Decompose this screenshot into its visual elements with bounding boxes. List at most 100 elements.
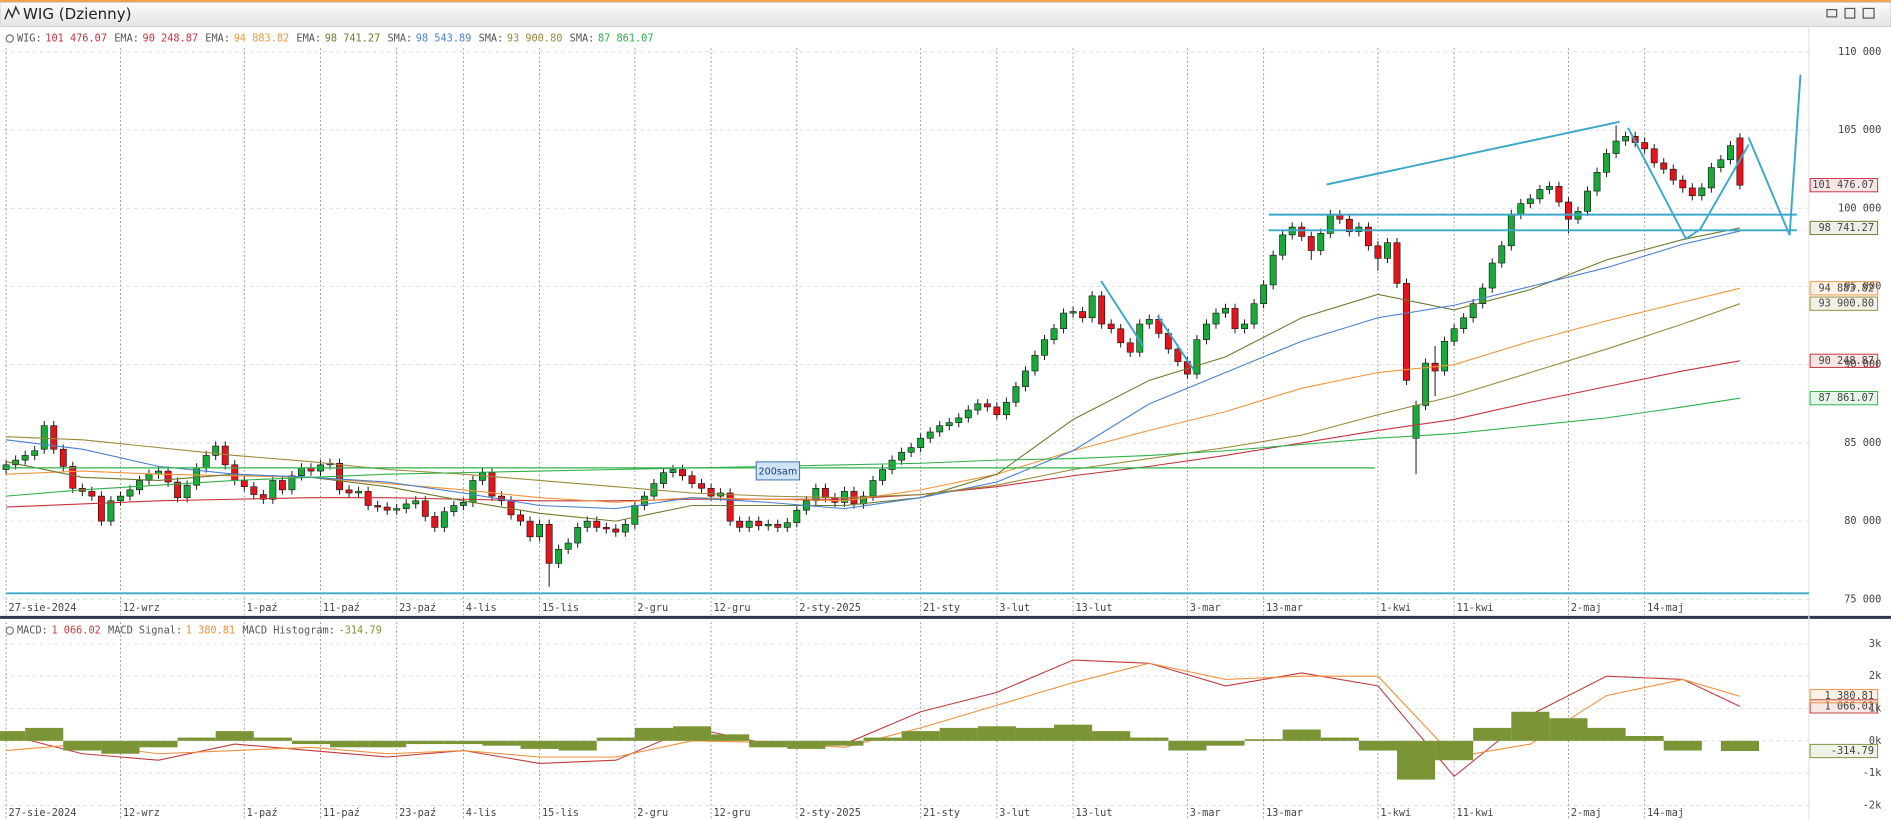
histogram-bar bbox=[1130, 737, 1169, 741]
legend-name: EMA: bbox=[114, 33, 139, 45]
candle-body bbox=[250, 486, 258, 495]
candle-body bbox=[1069, 311, 1077, 314]
x-tick-label: 27-sie-2024 bbox=[9, 602, 77, 614]
candle-body bbox=[1250, 303, 1258, 325]
candle-body bbox=[1174, 348, 1182, 362]
histogram-bar bbox=[558, 740, 597, 751]
legend-name: MACD Histogram: bbox=[242, 625, 335, 637]
candle-body bbox=[221, 445, 229, 466]
candle-body bbox=[440, 511, 448, 528]
line-series bbox=[6, 360, 1741, 508]
x-tick-label: 21-sty bbox=[923, 602, 960, 614]
candle-body bbox=[745, 520, 753, 528]
candle-body bbox=[1345, 218, 1353, 233]
x-tick-label: 1-kwi bbox=[1380, 807, 1411, 819]
chart-title: WIG (Dzienny) bbox=[23, 5, 132, 23]
value-box-frame bbox=[1809, 391, 1879, 406]
candle-body bbox=[231, 464, 239, 481]
y-tick-label: 85 000 bbox=[1844, 437, 1881, 449]
line-series bbox=[5, 659, 1741, 778]
candle-body bbox=[774, 523, 782, 528]
candle-body bbox=[764, 523, 772, 527]
candle-body bbox=[412, 500, 420, 505]
candle-body bbox=[602, 527, 610, 530]
trend-line bbox=[1326, 120, 1620, 186]
candle-body bbox=[174, 481, 182, 498]
candle-body bbox=[374, 505, 382, 508]
value-box-label: 87 861.07 bbox=[1818, 392, 1874, 404]
candle-body bbox=[1222, 308, 1229, 314]
y-tick-label: 110 000 bbox=[1838, 46, 1881, 58]
y-tick-label: 105 000 bbox=[1838, 124, 1881, 136]
y-tick-label: 75 000 bbox=[1844, 593, 1881, 605]
y-tick-label: 95 000 bbox=[1844, 280, 1881, 292]
x-tick-label: 21-sty bbox=[923, 807, 960, 819]
histogram-bar bbox=[215, 731, 254, 741]
candle-body bbox=[1088, 295, 1096, 319]
candle-body bbox=[1545, 186, 1553, 190]
candle-body bbox=[383, 506, 391, 511]
title-bar bbox=[0, 2, 1891, 27]
window-buttons[interactable] bbox=[1826, 7, 1875, 19]
value-box-frame bbox=[1809, 296, 1879, 311]
legend-value: 94 883.82 bbox=[234, 33, 290, 45]
x-tick-label: 3-lut bbox=[999, 602, 1030, 614]
series bbox=[0, 711, 1759, 780]
trend-line bbox=[1156, 315, 1195, 371]
restore-button[interactable] bbox=[1844, 7, 1856, 19]
legend-name: MACD: bbox=[17, 625, 48, 637]
maximize-button[interactable] bbox=[1862, 7, 1875, 19]
candle-body bbox=[888, 459, 896, 470]
candle-body bbox=[736, 520, 744, 528]
histogram-bar bbox=[825, 740, 864, 746]
value-box-label: 98 741.27 bbox=[1818, 222, 1874, 234]
candle-body bbox=[488, 472, 496, 497]
candle-body bbox=[1384, 242, 1391, 259]
x-tick-label: 1-paź bbox=[247, 807, 278, 819]
settings-icons bbox=[5, 34, 14, 635]
legend-name: SMA: bbox=[479, 33, 504, 45]
candle-body bbox=[1479, 287, 1487, 304]
candle-body bbox=[1279, 234, 1287, 256]
candle-body bbox=[1612, 140, 1620, 154]
value-box: 98 741.27 bbox=[1809, 220, 1879, 236]
candle-body bbox=[517, 514, 524, 522]
candle-body bbox=[1526, 198, 1534, 204]
histogram-bar bbox=[1663, 740, 1702, 751]
histogram-bar bbox=[520, 740, 559, 749]
histogram-bar bbox=[1587, 727, 1626, 741]
candle-body bbox=[1060, 312, 1067, 330]
series bbox=[2, 125, 1744, 587]
x-tick-label: 2-gru bbox=[637, 807, 668, 819]
candle-body bbox=[945, 422, 953, 427]
x-tick-label: 27-sie-2024 bbox=[9, 807, 77, 819]
series bbox=[6, 397, 1741, 497]
candle-body bbox=[964, 409, 972, 419]
y-tick-label: 0k bbox=[1869, 735, 1882, 747]
histogram-bar bbox=[368, 740, 407, 748]
x-tick-label: 14-maj bbox=[1647, 602, 1684, 614]
candle-body bbox=[1002, 401, 1010, 416]
y-tick-label: 1k bbox=[1869, 703, 1882, 715]
value-box-frame bbox=[1809, 689, 1879, 704]
panel: -2k -1k 0k 1k 2k 3k 27-sie-2024 12-wrz 1-paź 11-p… bbox=[3, 622, 1882, 820]
candle-body bbox=[679, 469, 686, 477]
annotation-text: 200sam bbox=[759, 467, 798, 478]
candle-body bbox=[526, 520, 534, 538]
histogram-bar bbox=[1320, 737, 1359, 741]
legend-value: 1 380.81 bbox=[186, 625, 235, 637]
legend-name: SMA: bbox=[570, 33, 595, 45]
candle-body bbox=[288, 475, 296, 491]
candle-body bbox=[1422, 362, 1429, 406]
candle-body bbox=[574, 527, 582, 544]
value-box: 101 476.07 bbox=[1809, 178, 1879, 193]
histogram-bar bbox=[139, 740, 178, 748]
candle-body bbox=[126, 489, 134, 497]
value-box-frame bbox=[1809, 220, 1879, 236]
line-series bbox=[6, 397, 1741, 497]
value-box-label: 1 380.81 bbox=[1825, 690, 1874, 702]
candle-body bbox=[936, 425, 944, 433]
minimize-button[interactable] bbox=[1826, 9, 1838, 18]
histogram-bar bbox=[1511, 711, 1550, 741]
